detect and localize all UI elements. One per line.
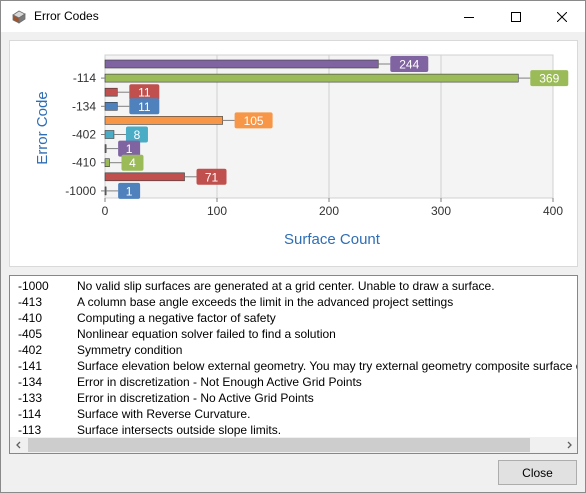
- error-code-list[interactable]: -1000 No valid slip surfaces are generate…: [9, 275, 578, 454]
- minimize-icon: [464, 16, 474, 18]
- error-code-description: Computing a negative factor of safety: [77, 311, 276, 325]
- data-label: 4: [129, 156, 136, 170]
- data-label-box: [129, 98, 160, 115]
- chevron-left-icon[interactable]: [10, 437, 27, 453]
- list-item[interactable]: -133 Error in discretization - No Active …: [10, 390, 577, 406]
- error-code-description: Error in discretization - No Active Grid…: [77, 391, 314, 405]
- data-label: 11: [138, 100, 151, 114]
- error-code-chart-panel: 244 369 11 11 105 8 1 4 71 1 0 100 200 300 400 -114 -13…: [9, 40, 578, 267]
- x-tick-label: 200: [319, 204, 339, 218]
- list-item[interactable]: -402 Symmetry condition: [10, 342, 577, 358]
- error-code-value: -402: [18, 343, 43, 357]
- list-item[interactable]: -410 Computing a negative factor of safet…: [10, 310, 577, 326]
- bar: [104, 116, 223, 125]
- data-label-box: [118, 182, 141, 199]
- data-label-box: [234, 112, 273, 129]
- error-code-value: -113: [18, 423, 42, 437]
- list-item[interactable]: -405 Nonlinear equation solver failed to …: [10, 326, 577, 342]
- bar: [104, 144, 107, 153]
- error-code-value: -134: [18, 375, 43, 389]
- list-item[interactable]: -413 A column base angle exceeds the limi…: [10, 294, 577, 310]
- error-code-description: No valid slip surfaces are generated at …: [77, 279, 495, 293]
- error-code-value: -114: [18, 407, 42, 421]
- horizontal-scrollbar[interactable]: [10, 437, 577, 453]
- x-tick-label: 300: [431, 204, 451, 218]
- data-label: 1: [126, 184, 133, 198]
- error-code-description: Surface intersects outside slope limits.: [77, 423, 282, 437]
- data-label-box: [530, 70, 569, 87]
- bar: [104, 101, 118, 111]
- bar: [104, 158, 110, 167]
- data-label: 105: [244, 114, 264, 128]
- error-code-value: -1000: [18, 279, 49, 293]
- data-label-box: [129, 84, 160, 101]
- y-tick-label: -1000: [65, 184, 96, 198]
- error-code-value: -141: [18, 359, 43, 373]
- bar: [104, 130, 115, 139]
- x-axis-title: Surface Count: [284, 231, 381, 248]
- window-title: Error Codes: [34, 9, 99, 23]
- data-label: 8: [134, 128, 141, 142]
- y-tick-label: -114: [73, 71, 96, 85]
- error-code-description: Nonlinear equation solver failed to find…: [77, 327, 336, 341]
- error-code-value: -405: [18, 327, 43, 341]
- chevron-right-icon[interactable]: [560, 437, 577, 453]
- error-code-description: Symmetry condition: [77, 343, 183, 357]
- bar: [104, 73, 519, 83]
- error-code-value: -133: [18, 391, 43, 405]
- y-tick-label: -410: [72, 156, 96, 170]
- data-label: 11: [138, 86, 151, 100]
- bar: [104, 87, 118, 97]
- error-code-description: A column base angle exceeds the limit in…: [77, 295, 454, 309]
- error-code-description: Error in discretization - Not Enough Act…: [77, 375, 362, 389]
- data-label: 369: [539, 72, 559, 86]
- x-tick-label: 0: [102, 204, 109, 218]
- data-label-box: [125, 126, 148, 143]
- error-code-list-rows: -1000 No valid slip surfaces are generate…: [10, 278, 577, 438]
- y-axis-title: Error Code: [34, 91, 51, 164]
- close-icon: [557, 11, 567, 22]
- data-label: 1: [126, 142, 133, 156]
- data-label-box: [196, 168, 227, 185]
- maximize-button[interactable]: [493, 1, 539, 32]
- close-window-button[interactable]: [539, 1, 585, 32]
- maximize-icon: [511, 11, 521, 22]
- scrollbar-thumb[interactable]: [28, 438, 530, 452]
- error-code-description: Surface with Reverse Curvature.: [77, 407, 251, 421]
- list-item[interactable]: -141 Surface elevation below external geo…: [10, 358, 577, 374]
- close-button[interactable]: Close: [498, 460, 577, 485]
- list-item[interactable]: -1000 No valid slip surfaces are generate…: [10, 278, 577, 294]
- x-tick-label: 100: [207, 204, 227, 218]
- error-code-description: Surface elevation below external geometr…: [77, 359, 577, 373]
- title-bar[interactable]: Error Codes: [1, 1, 585, 32]
- error-code-value: -413: [18, 295, 43, 309]
- bar: [104, 172, 185, 182]
- list-item[interactable]: -113 Surface intersects outside slope lim…: [10, 422, 577, 438]
- list-item[interactable]: -114 Surface with Reverse Curvature.: [10, 406, 577, 422]
- minimize-button[interactable]: [446, 1, 492, 32]
- data-label: 244: [399, 58, 419, 72]
- data-label-box: [118, 140, 141, 157]
- data-label-box: [121, 154, 144, 171]
- list-item[interactable]: -134 Error in discretization - Not Enough…: [10, 374, 577, 390]
- bar: [104, 186, 107, 196]
- error-code-value: -410: [18, 311, 43, 325]
- bar: [104, 59, 379, 69]
- x-tick-label: 400: [543, 204, 563, 218]
- error-codes-app-icon: [11, 9, 27, 25]
- data-label: 71: [205, 170, 219, 184]
- y-tick-label: -402: [72, 128, 96, 142]
- data-label-box: [390, 56, 429, 72]
- y-tick-label: -134: [72, 99, 96, 113]
